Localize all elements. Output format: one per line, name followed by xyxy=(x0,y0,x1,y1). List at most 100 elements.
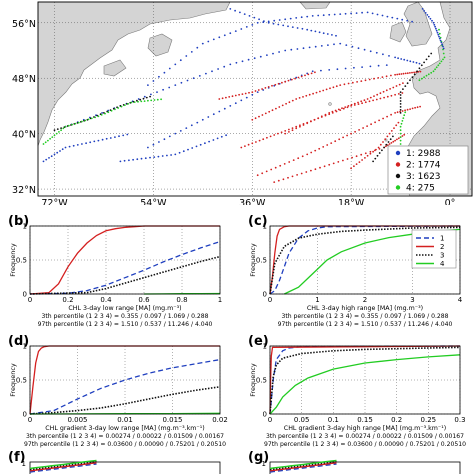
track-point xyxy=(48,157,50,159)
track-point xyxy=(396,111,399,114)
track-point xyxy=(187,148,189,151)
track-point xyxy=(411,107,414,110)
track-point xyxy=(296,174,298,176)
x-tick-label: 0.15 xyxy=(357,416,373,424)
track-point xyxy=(406,82,409,85)
track-point xyxy=(117,107,120,109)
track-point xyxy=(290,48,293,51)
panel-g: (g)1 xyxy=(248,450,461,474)
track-point xyxy=(438,37,441,40)
y-tick-label: 0 xyxy=(23,411,27,419)
track-point xyxy=(290,78,293,81)
track-point xyxy=(400,122,403,125)
track-point xyxy=(245,96,248,99)
track-point xyxy=(225,96,227,99)
series-line-3 xyxy=(29,255,221,295)
track-point xyxy=(335,85,338,88)
track-point xyxy=(332,162,335,165)
track-point xyxy=(256,21,259,24)
track-point xyxy=(127,103,129,105)
track-point xyxy=(306,28,309,31)
track-point xyxy=(404,111,407,114)
track-point xyxy=(324,113,327,116)
track-point xyxy=(420,77,423,80)
track-point xyxy=(404,72,407,75)
track-point xyxy=(62,127,65,130)
track-point xyxy=(399,91,402,93)
track-point xyxy=(399,132,402,135)
track-point xyxy=(284,18,287,21)
track-point xyxy=(229,105,232,107)
track-point xyxy=(310,72,313,75)
track-point xyxy=(358,129,360,131)
track-point xyxy=(296,27,299,29)
map-legend-box xyxy=(387,145,469,195)
track-point xyxy=(427,15,430,18)
track-point xyxy=(346,106,349,109)
track-point xyxy=(162,88,165,91)
track-point xyxy=(378,148,381,150)
track-point xyxy=(55,132,58,135)
track-point xyxy=(439,39,442,42)
track-point xyxy=(304,74,306,77)
track-point xyxy=(328,13,331,16)
panel-label: (g) xyxy=(248,450,269,465)
percentile-text: 97th percentile (1 2 3 4) = 0.03600 / 0.… xyxy=(24,441,226,448)
track-point xyxy=(282,24,285,27)
panel-label: (b) xyxy=(8,214,29,229)
track-point xyxy=(311,15,314,17)
track-point xyxy=(399,112,402,114)
track-point xyxy=(382,117,384,120)
panel-e: (e) 0 0.05 0.1 0.15 0.2 0.25 0.3 0 0.5 1 Frequency C… xyxy=(248,334,466,448)
track-point xyxy=(435,66,438,69)
track-point xyxy=(195,145,198,148)
track-point xyxy=(385,145,387,148)
track-point xyxy=(168,67,171,70)
track-point xyxy=(296,48,299,50)
track-point xyxy=(76,144,79,146)
track-point xyxy=(302,47,305,50)
track-point xyxy=(174,153,177,156)
track-point xyxy=(438,62,441,65)
track-point xyxy=(150,99,153,102)
track-point xyxy=(247,143,250,146)
track-point xyxy=(147,99,149,102)
track-point xyxy=(379,92,382,95)
track-point xyxy=(401,135,404,137)
panel-label: (e) xyxy=(248,334,269,349)
track-point xyxy=(212,139,215,141)
track-point xyxy=(399,97,402,99)
track-point xyxy=(295,98,298,100)
track-point xyxy=(143,95,146,98)
percentile-text: 97th percentile (1 2 3 4) = 1.510 / 0.53… xyxy=(278,321,453,328)
ship-tracks xyxy=(42,7,446,184)
percentile-text: 3th percentile (1 2 3 4) = 0.00274 / 0.0… xyxy=(266,433,464,440)
track-point xyxy=(166,154,168,157)
track-point xyxy=(241,60,244,63)
track-point xyxy=(240,146,243,149)
track-point xyxy=(392,140,395,143)
x-tick-label: 0.3 xyxy=(454,416,465,424)
track-point xyxy=(369,150,372,153)
track-point xyxy=(314,71,316,74)
track-point xyxy=(404,85,407,87)
track-point xyxy=(369,65,372,68)
panel-legend-label: 4 xyxy=(440,260,445,268)
track-point xyxy=(301,155,304,158)
track-point xyxy=(94,116,96,119)
x-tick-label: 0 xyxy=(268,296,272,304)
track-point xyxy=(136,99,138,102)
track-point xyxy=(281,104,284,107)
track-point xyxy=(251,24,254,26)
track-point xyxy=(225,134,228,137)
track-point xyxy=(346,158,349,160)
track-point xyxy=(284,80,287,83)
track-point xyxy=(297,76,300,79)
x-tick-label: 1 xyxy=(315,296,319,304)
track-point xyxy=(376,154,379,157)
track-point xyxy=(403,133,406,136)
track-point xyxy=(42,160,45,163)
track-point xyxy=(104,112,106,115)
track-point xyxy=(374,121,376,124)
x-tick-label: 0.015 xyxy=(162,416,182,424)
